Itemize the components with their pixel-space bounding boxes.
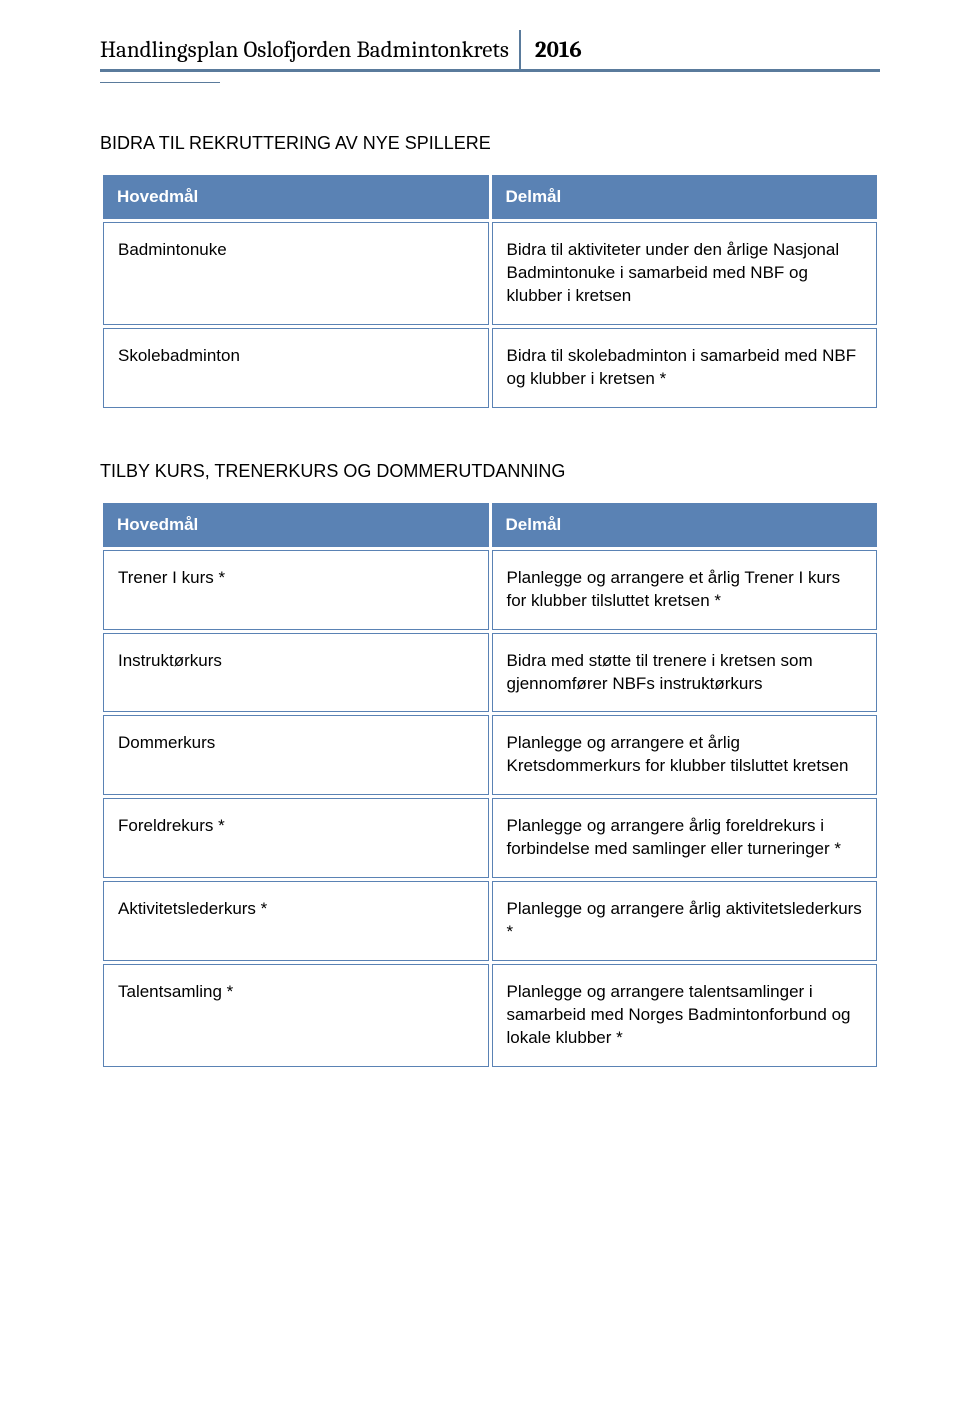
cell-left: Aktivitetslederkurs * — [103, 881, 489, 961]
section2-col1-header: Hovedmål — [103, 503, 489, 547]
cell-right: Bidra med støtte til trenere i kretsen s… — [492, 633, 878, 713]
cell-right: Planlegge og arrangere talentsamlinger i… — [492, 964, 878, 1067]
section1-col2-header: Delmål — [492, 175, 878, 219]
cell-left: Trener I kurs * — [103, 550, 489, 630]
section1-col1-header: Hovedmål — [103, 175, 489, 219]
header-underline — [100, 82, 220, 83]
cell-right: Planlegge og arrangere et årlig Trener I… — [492, 550, 878, 630]
section2-col2-header: Delmål — [492, 503, 878, 547]
section2-table: Hovedmål Delmål Trener I kurs * Planlegg… — [100, 500, 880, 1070]
cell-left: Talentsamling * — [103, 964, 489, 1067]
section1-title: BIDRA TIL REKRUTTERING AV NYE SPILLERE — [100, 133, 880, 154]
cell-left: Instruktørkurs — [103, 633, 489, 713]
cell-left: Foreldrekurs * — [103, 798, 489, 878]
table-row: Foreldrekurs * Planlegge og arrangere år… — [103, 798, 877, 878]
table-row: Badmintonuke Bidra til aktiviteter under… — [103, 222, 877, 325]
page-year: 2016 — [519, 30, 596, 69]
cell-left: Badmintonuke — [103, 222, 489, 325]
cell-left: Dommerkurs — [103, 715, 489, 795]
cell-right: Bidra til aktiviteter under den årlige N… — [492, 222, 878, 325]
cell-right: Bidra til skolebadminton i samarbeid med… — [492, 328, 878, 408]
table-row: Trener I kurs * Planlegge og arrangere e… — [103, 550, 877, 630]
table-row: Dommerkurs Planlegge og arrangere et årl… — [103, 715, 877, 795]
table-row: Talentsamling * Planlegge og arrangere t… — [103, 964, 877, 1067]
table-row: Skolebadminton Bidra til skolebadminton … — [103, 328, 877, 408]
table-row: Aktivitetslederkurs * Planlegge og arran… — [103, 881, 877, 961]
section1-table: Hovedmål Delmål Badmintonuke Bidra til a… — [100, 172, 880, 411]
section2-title: TILBY KURS, TRENERKURS OG DOMMERUTDANNIN… — [100, 461, 880, 482]
cell-right: Planlegge og arrangere et årlig Kretsdom… — [492, 715, 878, 795]
page-header: Handlingsplan Oslofjorden Badmintonkrets… — [100, 30, 880, 72]
page-title: Handlingsplan Oslofjorden Badmintonkrets — [100, 30, 519, 69]
table-row: Instruktørkurs Bidra med støtte til tren… — [103, 633, 877, 713]
cell-left: Skolebadminton — [103, 328, 489, 408]
cell-right: Planlegge og arrangere årlig foreldrekur… — [492, 798, 878, 878]
cell-right: Planlegge og arrangere årlig aktivitetsl… — [492, 881, 878, 961]
